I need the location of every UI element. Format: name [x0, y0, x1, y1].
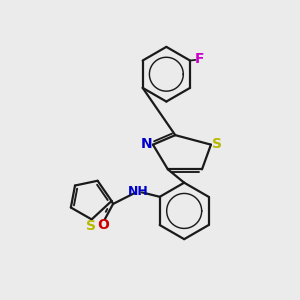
Text: NH: NH [128, 185, 149, 198]
Text: S: S [86, 219, 96, 233]
Text: S: S [212, 137, 223, 151]
Text: N: N [141, 137, 152, 151]
Text: F: F [195, 52, 204, 66]
Text: O: O [97, 218, 109, 232]
